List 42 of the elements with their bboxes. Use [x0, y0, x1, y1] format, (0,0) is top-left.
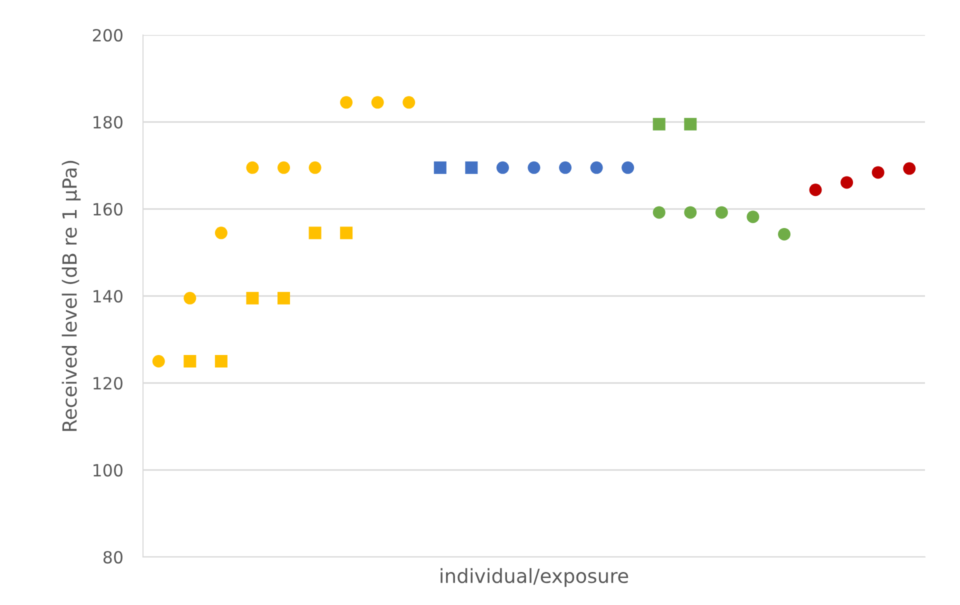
- point: [746, 210, 760, 224]
- y-tick-label: 120: [94, 376, 122, 390]
- point: [308, 226, 322, 240]
- point: [246, 292, 259, 304]
- point: [652, 206, 666, 219]
- y-tick-label: 100: [94, 464, 122, 477]
- y-axis-title: Received level (dB re 1 µPa): [62, 160, 81, 431]
- point: [652, 118, 666, 130]
- point: [778, 228, 790, 240]
- y-tick-label: 140: [94, 290, 122, 303]
- point: [184, 292, 196, 304]
- point: [402, 96, 416, 109]
- point: [340, 96, 353, 109]
- point: [340, 226, 353, 240]
- point: [809, 184, 822, 196]
- point: [622, 161, 634, 174]
- point: [840, 176, 854, 189]
- y-tick-label: 160: [94, 202, 122, 216]
- point: [278, 292, 290, 304]
- y-tick-label: 200: [92, 28, 122, 42]
- point: [559, 161, 572, 174]
- point: [278, 161, 290, 174]
- point: [528, 161, 540, 174]
- point: [496, 161, 509, 174]
- y-tick-label: 180: [94, 116, 122, 129]
- point: [214, 226, 228, 240]
- x-axis-title: individual/exposure: [440, 568, 628, 587]
- point: [903, 162, 916, 175]
- point: [246, 161, 259, 174]
- point: [872, 166, 884, 179]
- point: [715, 206, 728, 219]
- point: [214, 355, 228, 368]
- point: [184, 355, 196, 368]
- point: [434, 161, 446, 174]
- point: [371, 96, 384, 109]
- point: [465, 161, 478, 174]
- y-tick-label: 80: [103, 550, 122, 564]
- point: [152, 355, 165, 368]
- point: [308, 161, 322, 174]
- point: [684, 206, 697, 219]
- point: [590, 161, 603, 174]
- point: [684, 118, 697, 130]
